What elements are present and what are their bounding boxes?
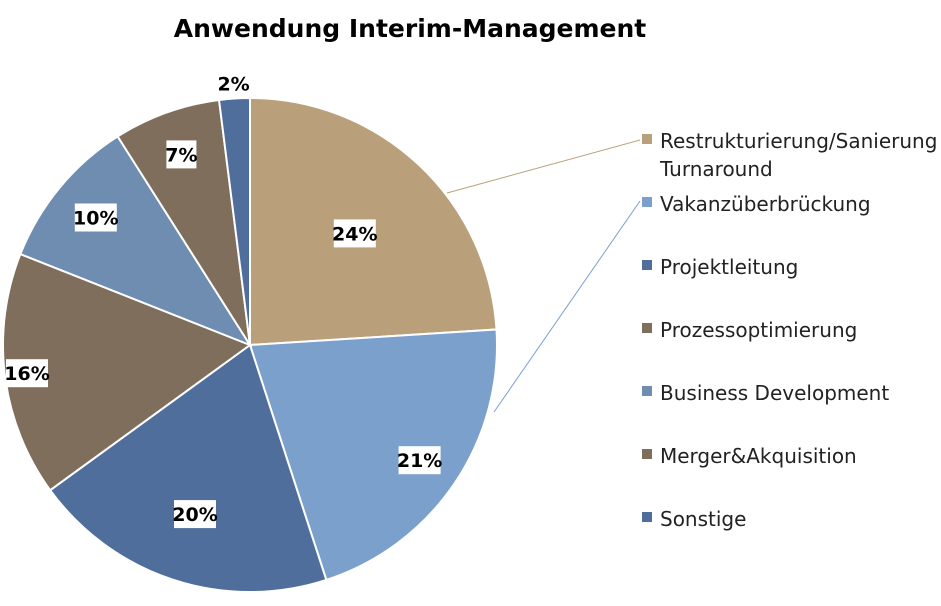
- leader-line-1: [446, 139, 641, 194]
- svg-text:20%: 20%: [172, 504, 217, 526]
- svg-text:16%: 16%: [4, 363, 49, 385]
- legend-swatch: [642, 449, 652, 459]
- svg-text:2%: 2%: [217, 74, 249, 96]
- legend-swatch: [642, 323, 652, 333]
- pie-slice-3: [48, 343, 328, 593]
- legend-item-1: Restrukturierung/Sanierung Turnaround: [642, 129, 937, 181]
- legend-label: Turnaround: [659, 157, 773, 181]
- legend-swatch: [642, 386, 652, 396]
- percent-label-2: 21%: [397, 446, 442, 475]
- svg-text:7%: 7%: [165, 144, 197, 166]
- pie-slice-5: [19, 135, 253, 348]
- legend-label: Projektleitung: [660, 255, 798, 279]
- leader-lines: [446, 139, 641, 413]
- legend-label: Sonstige: [660, 507, 746, 531]
- legend: Restrukturierung/Sanierung Turnaround Vaka…: [642, 129, 937, 531]
- percent-label-6: 7%: [165, 140, 198, 169]
- legend-label: Merger&Akquisition: [660, 444, 857, 468]
- legend-label: Prozessoptimierung: [660, 318, 857, 342]
- chart-title: Anwendung Interim-Management: [174, 14, 646, 43]
- legend-item-7: Sonstige: [642, 507, 746, 531]
- percent-label-5: 10%: [73, 203, 119, 232]
- legend-item-5: Business Development: [642, 381, 889, 405]
- legend-label: Vakanzüberbrückung: [660, 192, 871, 216]
- svg-text:10%: 10%: [73, 208, 118, 230]
- legend-swatch: [642, 134, 652, 144]
- pie-slice-2: [248, 328, 498, 582]
- pie-slice-4: [2, 252, 253, 492]
- percent-label-1: 24%: [332, 219, 378, 248]
- legend-item-6: Merger&Akquisition: [642, 444, 857, 468]
- svg-text:24%: 24%: [332, 223, 377, 245]
- legend-item-4: Prozessoptimierung: [642, 318, 857, 342]
- percent-label-7: 2%: [217, 74, 249, 96]
- legend-swatch: [642, 512, 652, 522]
- percent-label-3: 20%: [172, 500, 218, 529]
- legend-item-3: Projektleitung: [642, 255, 798, 279]
- percent-label-4: 16%: [4, 359, 50, 388]
- percent-labels: 24% 21% 20% 16% 10% 7% 2%: [4, 74, 442, 529]
- pie-slices: [2, 96, 498, 593]
- pie-slice-7: [217, 96, 251, 346]
- leader-line-2: [493, 200, 641, 413]
- legend-swatch: [642, 197, 652, 207]
- legend-swatch: [642, 260, 652, 270]
- legend-item-2: Vakanzüberbrückung: [642, 192, 871, 216]
- legend-label: Restrukturierung/Sanierung: [660, 129, 937, 153]
- svg-text:21%: 21%: [397, 450, 442, 472]
- pie-slice-6: [116, 98, 251, 346]
- legend-label: Business Development: [660, 381, 889, 405]
